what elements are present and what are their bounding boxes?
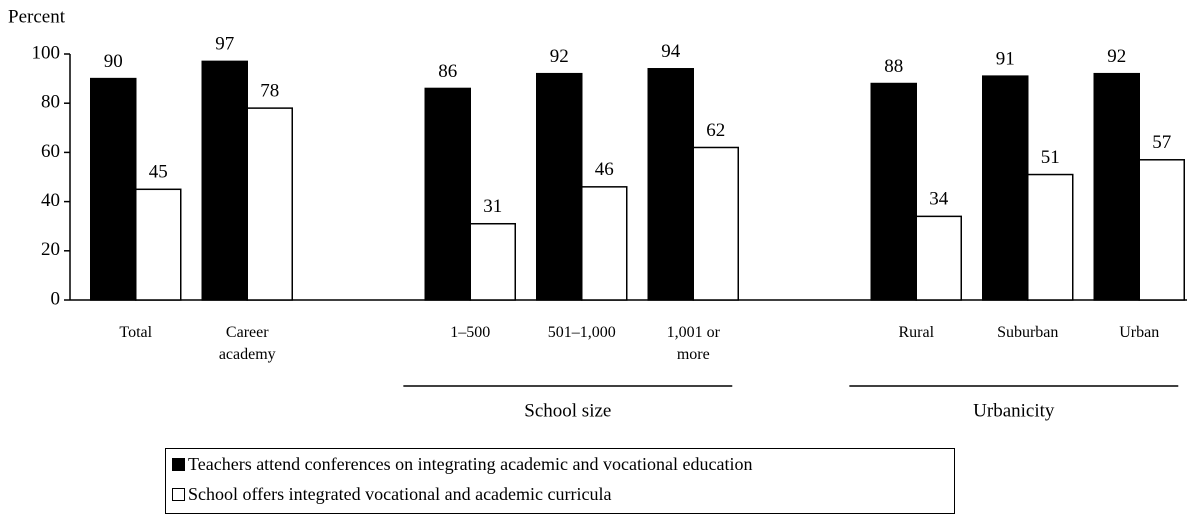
value-label: 88 <box>884 56 903 77</box>
value-label: 92 <box>1107 46 1126 67</box>
bar <box>1027 173 1074 301</box>
legend-item: School offers integrated vocational and … <box>166 479 954 509</box>
x-tick-label: 501–1,000 <box>547 324 616 341</box>
x-tick-label: Career academy <box>218 324 276 363</box>
value-label: 45 <box>149 162 168 183</box>
bar <box>1138 159 1185 301</box>
value-label: 46 <box>595 159 614 180</box>
bar <box>135 188 182 301</box>
x-tick-label: Total <box>119 324 153 341</box>
value-label: 31 <box>483 196 502 217</box>
value-label: 34 <box>929 189 949 210</box>
value-label: 62 <box>706 120 725 141</box>
group-label: School size <box>524 400 611 421</box>
legend-item: Teachers attend conferences on integrati… <box>166 449 954 479</box>
group-label: Urbanicity <box>973 400 1055 421</box>
y-tick-label: 0 <box>51 288 61 309</box>
y-tick-label: 80 <box>41 92 60 113</box>
y-tick-label: 60 <box>41 141 60 162</box>
bar <box>246 107 293 301</box>
bar <box>536 72 583 301</box>
value-label: 86 <box>438 61 457 82</box>
x-tick-label: Suburban <box>997 324 1059 341</box>
bar <box>90 77 137 301</box>
bar <box>201 60 248 301</box>
value-label: 94 <box>661 41 681 62</box>
bar <box>692 146 739 301</box>
y-tick-label: 40 <box>41 190 60 211</box>
value-label: 91 <box>996 48 1015 69</box>
legend-label: Teachers attend conferences on integrati… <box>188 453 753 474</box>
y-axis-label: Percent <box>8 6 66 27</box>
legend: Teachers attend conferences on integrati… <box>165 448 955 514</box>
bar <box>870 82 917 301</box>
y-tick-label: 100 <box>32 42 61 63</box>
x-tick-label: Urban <box>1119 324 1160 341</box>
y-tick-label: 20 <box>41 239 60 260</box>
legend-swatch <box>172 487 185 501</box>
value-label: 97 <box>215 34 234 55</box>
value-label: 90 <box>104 51 123 72</box>
value-label: 51 <box>1041 147 1060 168</box>
legend-swatch <box>172 457 185 471</box>
bar <box>424 87 471 301</box>
x-tick-label: 1–500 <box>450 324 491 341</box>
bar <box>581 186 628 301</box>
x-tick-label: 1,001 or more <box>666 324 720 363</box>
bar <box>982 75 1029 301</box>
value-label: 57 <box>1152 132 1171 153</box>
x-tick-label: Rural <box>898 324 935 341</box>
bar <box>647 68 694 301</box>
legend-label: School offers integrated vocational and … <box>188 483 612 504</box>
value-label: 78 <box>260 80 279 101</box>
bar <box>915 215 962 301</box>
value-label: 92 <box>550 46 569 67</box>
bar <box>1093 72 1140 301</box>
bar <box>469 222 516 301</box>
